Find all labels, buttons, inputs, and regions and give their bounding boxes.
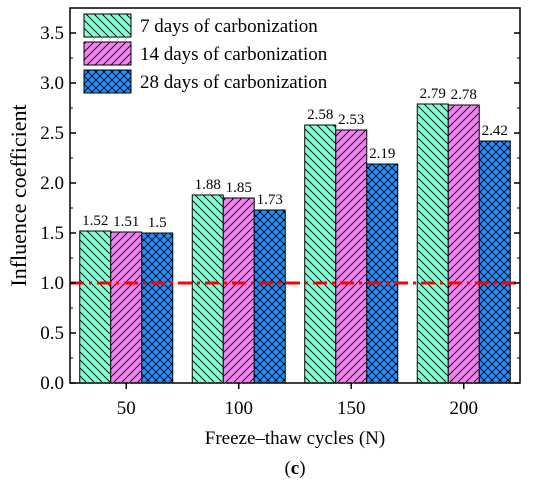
data-label-s0-100: 1.88 — [195, 177, 221, 193]
bar-s2-200 — [478, 140, 511, 384]
x-tick-label-150: 150 — [337, 398, 366, 419]
legend-label-s0: 7 days of carbonization — [140, 16, 318, 37]
bar-s0-150 — [304, 124, 337, 384]
legend-swatch-s1 — [83, 41, 132, 66]
caption-letter: c — [291, 458, 299, 479]
bars-layer — [79, 103, 511, 384]
plot-frame — [69, 7, 521, 384]
x-tick-label-200: 200 — [450, 398, 479, 419]
y-tick-label: 2.0 — [40, 173, 64, 194]
y-axis-title: Influence coefficient — [6, 104, 31, 286]
data-label-s1-100: 1.85 — [226, 180, 252, 196]
caption-open: ( — [284, 458, 290, 479]
data-label-s2-100: 1.73 — [257, 192, 283, 208]
bar-s2-50 — [141, 232, 174, 384]
bar-s1-150 — [335, 129, 368, 384]
y-tick-label: 3.0 — [40, 73, 64, 94]
x-tick-label-50: 50 — [117, 398, 136, 419]
legend-label-s1: 14 days of carbonization — [140, 44, 328, 65]
x-tick-label-100: 100 — [225, 398, 254, 419]
legend-label-s2: 28 days of carbonization — [140, 72, 328, 93]
data-label-s0-150: 2.58 — [307, 107, 333, 123]
figure-caption: (c) — [284, 458, 305, 479]
data-label-s1-150: 2.53 — [338, 112, 364, 128]
bar-s0-100 — [191, 194, 224, 384]
x-axis-title: Freeze–thaw cycles (N) — [205, 428, 385, 449]
y-tick-label: 0.5 — [40, 323, 64, 344]
y-tick-label: 1.0 — [40, 273, 64, 294]
bar-s0-200 — [416, 103, 449, 384]
data-label-s2-50: 1.5 — [148, 215, 167, 231]
data-label-s0-50: 1.52 — [82, 213, 108, 229]
legend-swatch-s0 — [83, 13, 132, 38]
x-axis: 50 100 150 200 — [117, 383, 478, 419]
y-tick-label: 2.5 — [40, 123, 64, 144]
data-label-s1-200: 2.78 — [451, 87, 477, 103]
y-axis: 0.0 0.5 1.0 1.5 2.0 2.5 3.0 3.5 — [40, 23, 520, 394]
data-label-s1-50: 1.51 — [113, 214, 139, 230]
bar-s1-200 — [447, 104, 480, 384]
data-label-s2-150: 2.19 — [369, 146, 395, 162]
y-tick-label: 0.0 — [40, 373, 64, 394]
bar-s1-100 — [222, 197, 255, 384]
data-label-s2-200: 2.42 — [482, 123, 508, 139]
y-tick-label: 1.5 — [40, 223, 64, 244]
bar-s2-150 — [366, 163, 399, 384]
data-labels-layer: 1.52 1.51 1.5 1.88 1.85 1.73 2.58 2.53 2.19 2.79 2… — [82, 86, 508, 231]
caption-close: ) — [299, 458, 305, 479]
y-tick-label: 3.5 — [40, 23, 64, 44]
bar-s1-50 — [110, 231, 143, 384]
legend-swatch-s2 — [83, 69, 132, 94]
legend: 7 days of carbonization 14 days of carbon… — [83, 13, 328, 94]
data-label-s0-200: 2.79 — [420, 86, 446, 102]
bar-s0-50 — [79, 230, 112, 384]
bar-s2-100 — [253, 209, 286, 384]
